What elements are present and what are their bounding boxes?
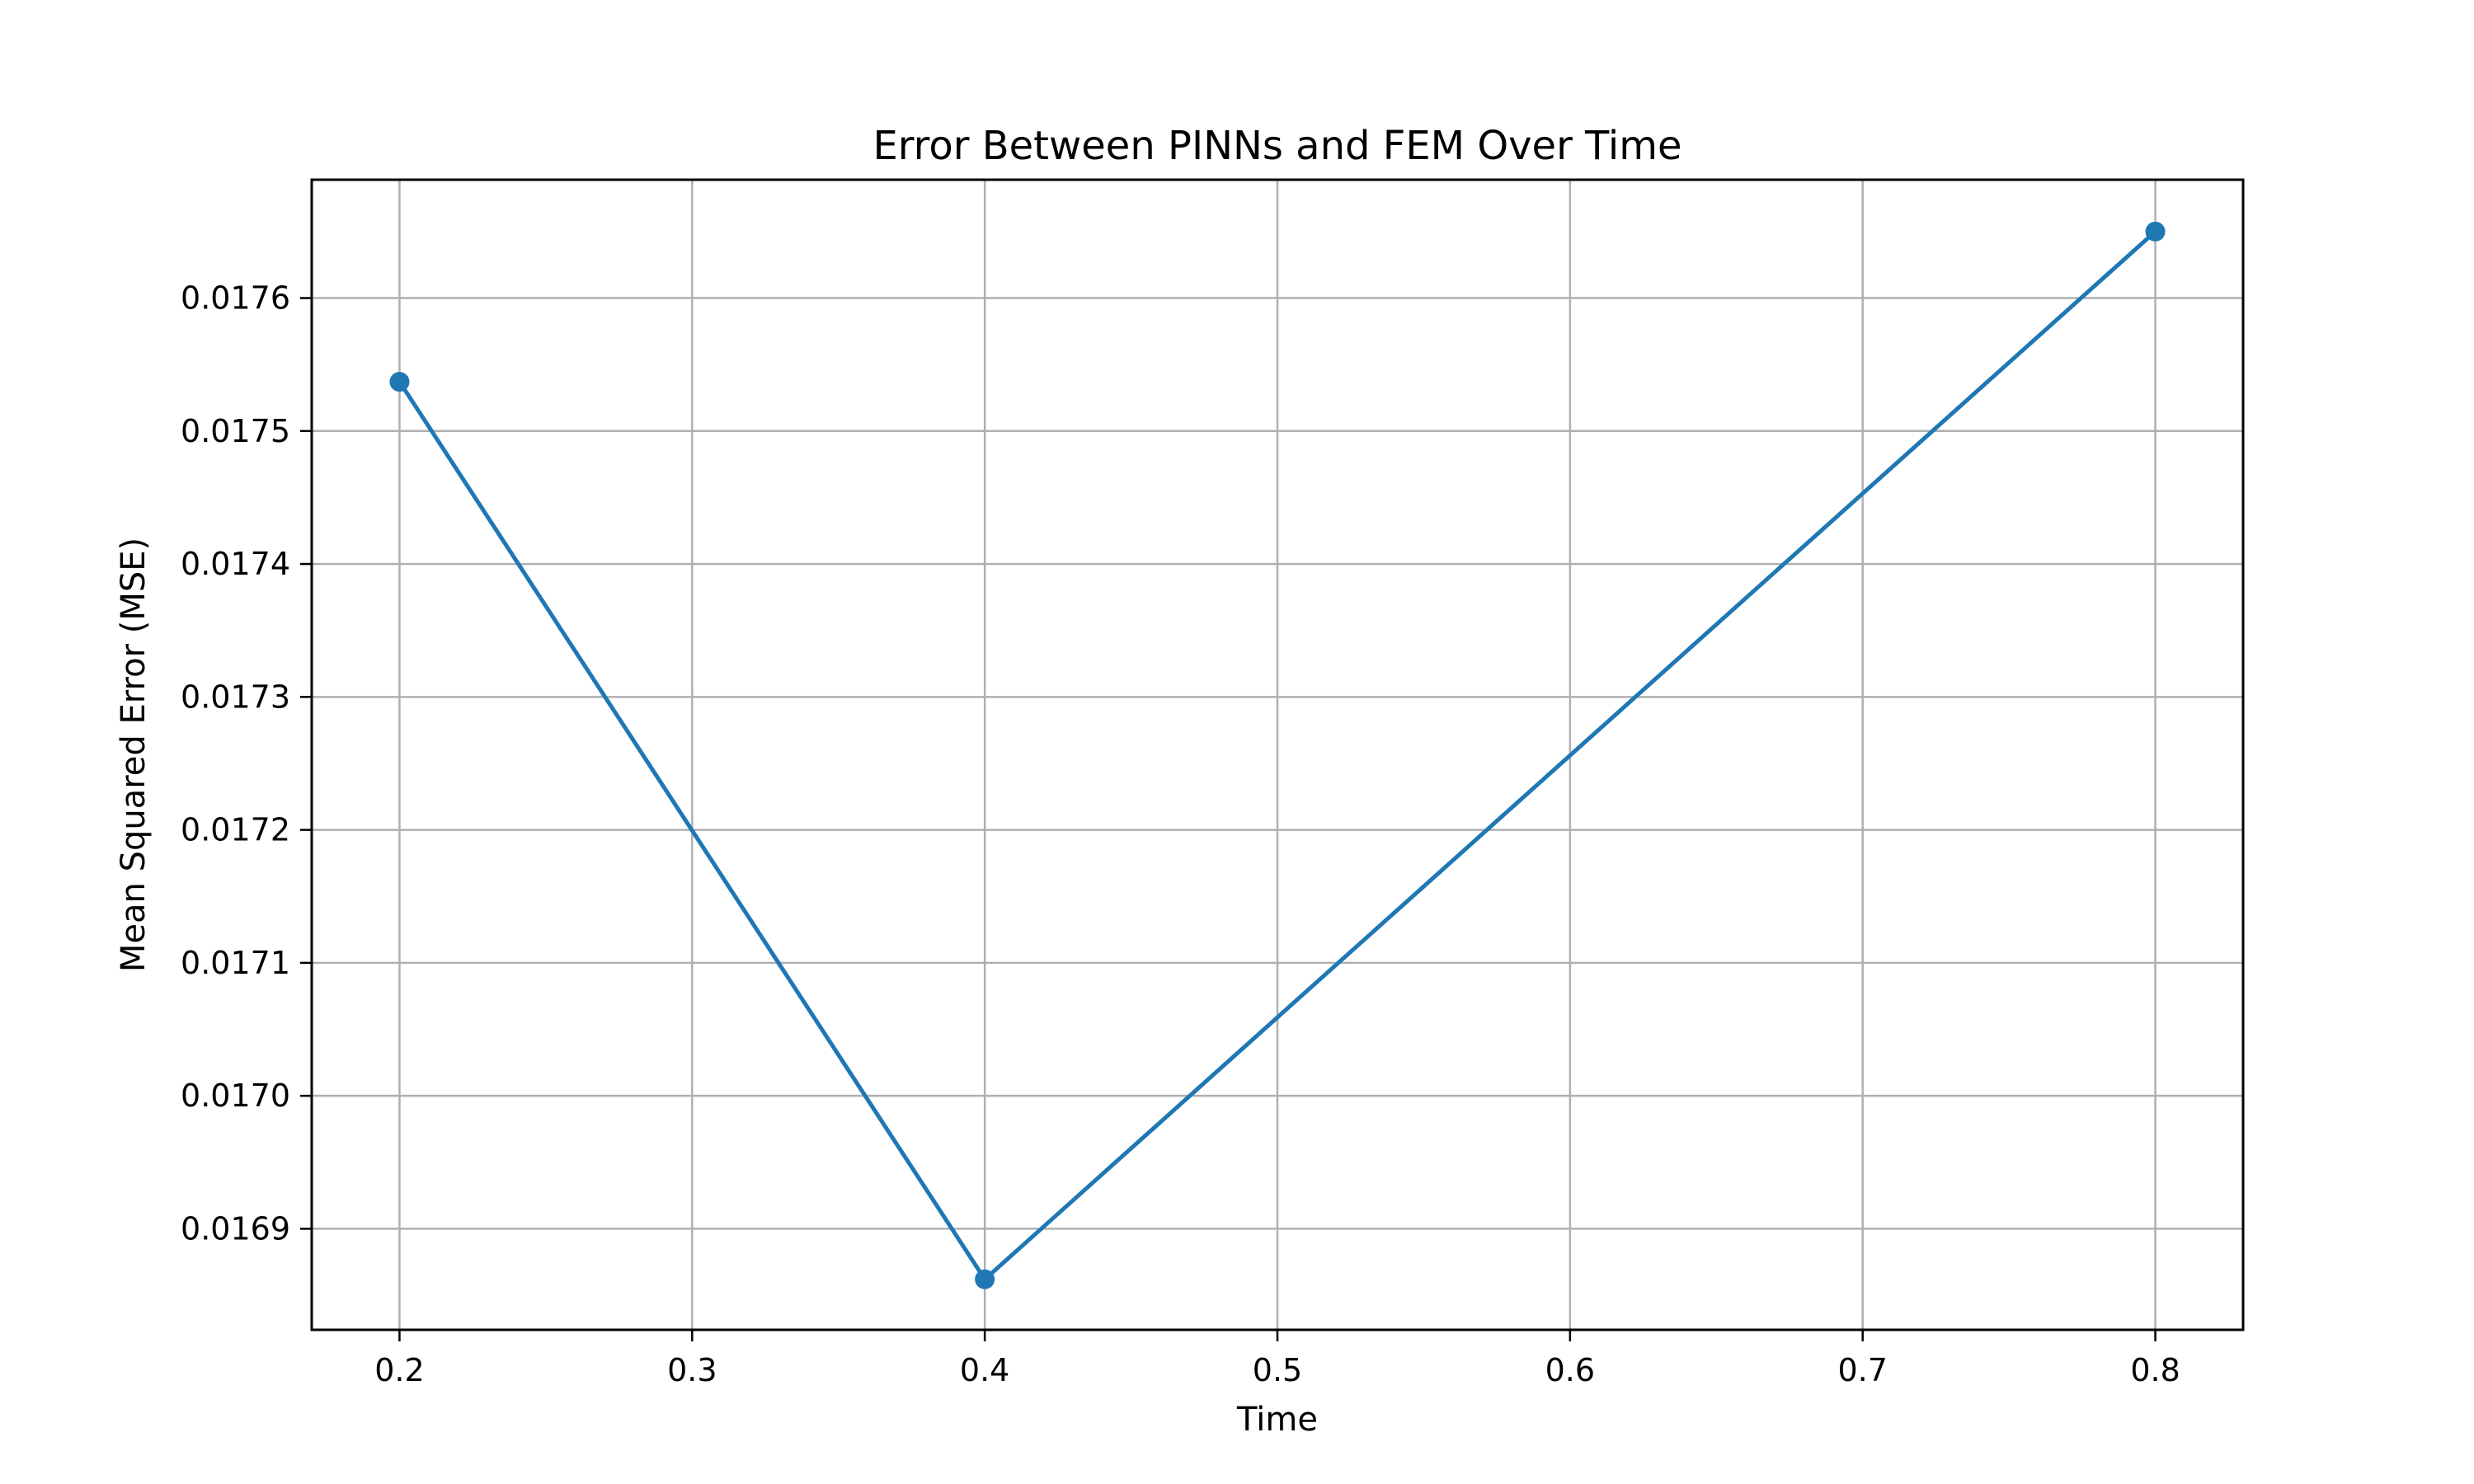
y-tick-label: 0.0174: [181, 546, 290, 582]
x-tick-label: 0.3: [667, 1352, 717, 1388]
series-layer: [389, 221, 2166, 1289]
y-tick-label: 0.0176: [181, 280, 290, 317]
y-tick-label: 0.0173: [181, 679, 290, 715]
axis-ticks: 0.2 0.3 0.4 0.5 0.6 0.7 0.8 0.0169 0.0170 0.0171 0…: [181, 280, 2180, 1388]
x-tick-label: 0.6: [1545, 1352, 1595, 1388]
x-tick-label: 0.2: [374, 1352, 424, 1388]
y-tick-label: 0.0172: [181, 812, 290, 848]
data-point: [2145, 221, 2166, 242]
x-tick-label: 0.4: [960, 1352, 1009, 1388]
y-tick-label: 0.0169: [181, 1210, 290, 1247]
x-tick-label: 0.7: [1837, 1352, 1887, 1388]
data-point: [975, 1269, 995, 1289]
x-tick-label: 0.5: [1253, 1352, 1302, 1388]
y-tick-label: 0.0171: [181, 945, 290, 981]
chart-title: Error Between PINNs and FEM Over Time: [872, 123, 1681, 169]
x-axis-label: Time: [1236, 1401, 1318, 1439]
x-tick-label: 0.8: [2130, 1352, 2180, 1388]
data-point: [389, 372, 410, 392]
y-tick-label: 0.0170: [181, 1078, 290, 1114]
grid: [312, 180, 2243, 1330]
y-axis-label: Mean Squared Error (MSE): [115, 538, 153, 972]
y-tick-label: 0.0175: [181, 413, 290, 449]
